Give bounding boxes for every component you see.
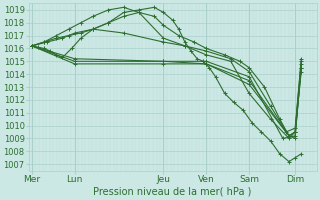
X-axis label: Pression niveau de la mer( hPa ): Pression niveau de la mer( hPa )	[93, 187, 252, 197]
